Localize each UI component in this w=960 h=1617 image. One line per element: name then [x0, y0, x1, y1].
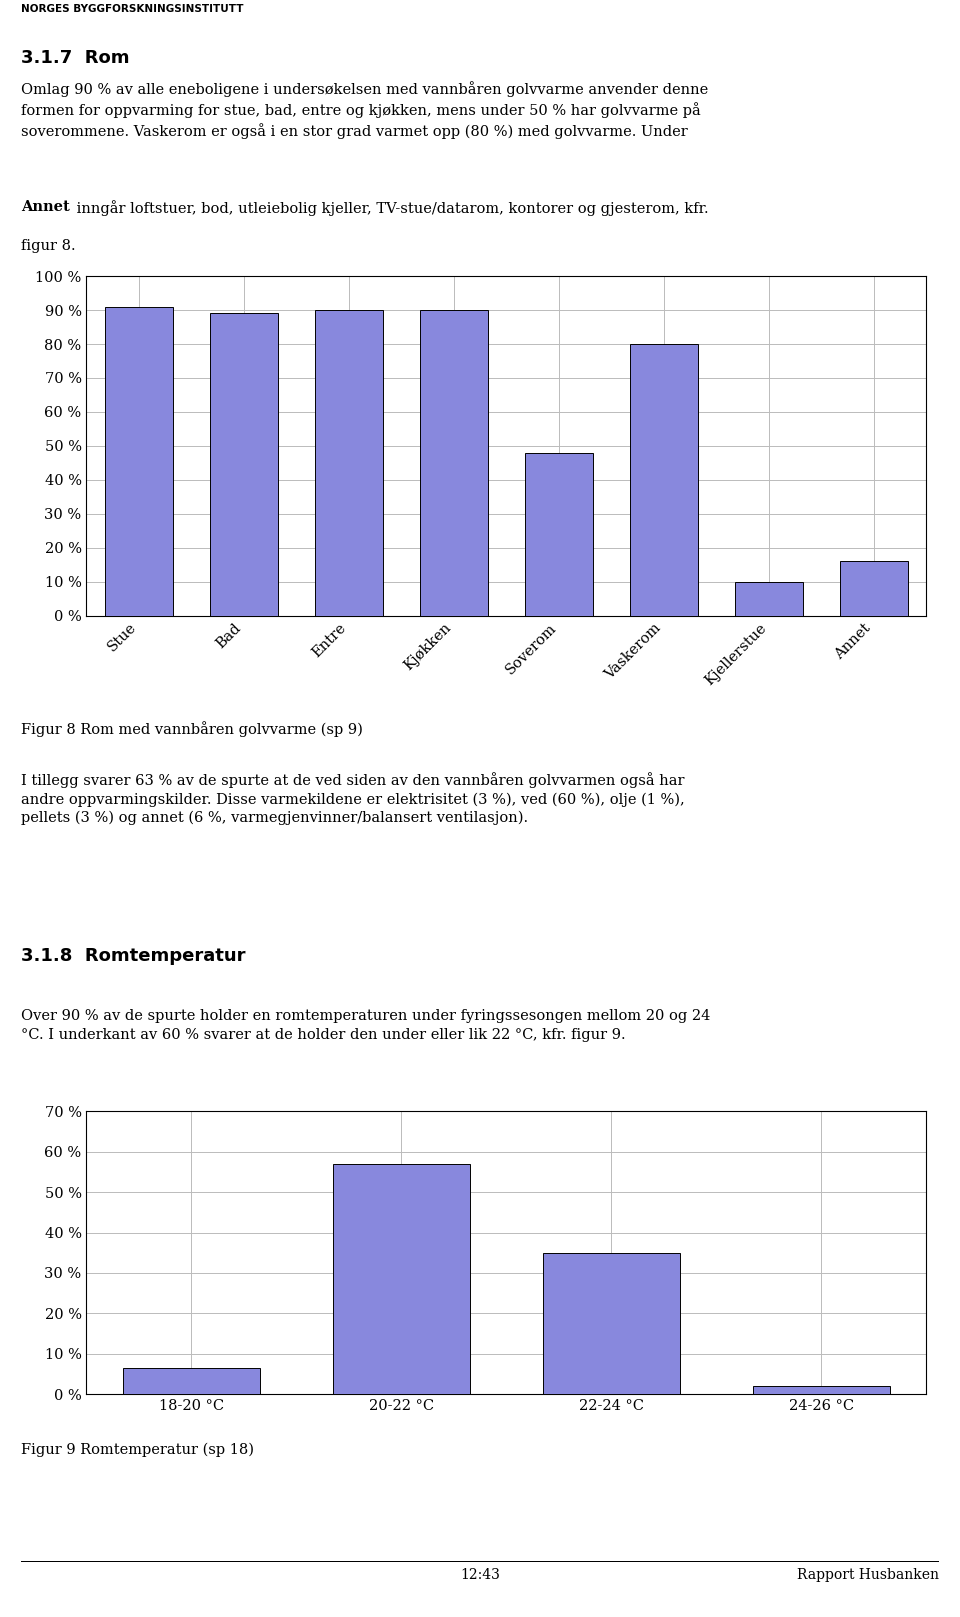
- Bar: [210, 314, 278, 616]
- Text: 12:43: 12:43: [460, 1568, 500, 1583]
- Bar: [754, 1386, 890, 1394]
- Text: 3.1.8  Romtemperatur: 3.1.8 Romtemperatur: [21, 948, 246, 965]
- Bar: [734, 582, 803, 616]
- Text: NORGES BYGGFORSKNINGSINSTITUTT: NORGES BYGGFORSKNINGSINSTITUTT: [21, 3, 244, 15]
- Text: inngår loftstuer, bod, utleiebolig kjeller, TV-stue/datarom, kontorer og gjester: inngår loftstuer, bod, utleiebolig kjell…: [72, 201, 708, 215]
- Bar: [525, 453, 593, 616]
- Text: Omlag 90 % av alle eneboligene i undersøkelsen med vannbåren golvvarme anvender : Omlag 90 % av alle eneboligene i undersø…: [21, 81, 708, 139]
- Bar: [630, 344, 698, 616]
- Text: Figur 9 Romtemperatur (sp 18): Figur 9 Romtemperatur (sp 18): [21, 1442, 254, 1457]
- Text: Annet: Annet: [21, 201, 70, 213]
- Bar: [543, 1253, 680, 1394]
- Bar: [333, 1164, 469, 1394]
- Text: Rapport Husbanken: Rapport Husbanken: [797, 1568, 939, 1583]
- Bar: [840, 561, 908, 616]
- Text: Figur 8 Rom med vannbåren golvvarme (sp 9): Figur 8 Rom med vannbåren golvvarme (sp …: [21, 721, 363, 737]
- Bar: [315, 310, 383, 616]
- Bar: [123, 1368, 259, 1394]
- Text: Over 90 % av de spurte holder en romtemperaturen under fyringssesongen mellom 20: Over 90 % av de spurte holder en romtemp…: [21, 1009, 710, 1041]
- Text: figur 8.: figur 8.: [21, 239, 76, 254]
- Bar: [420, 310, 488, 616]
- Bar: [105, 307, 173, 616]
- Text: I tillegg svarer 63 % av de spurte at de ved siden av den vannbåren golvvarmen o: I tillegg svarer 63 % av de spurte at de…: [21, 771, 684, 826]
- Text: 3.1.7  Rom: 3.1.7 Rom: [21, 49, 130, 66]
